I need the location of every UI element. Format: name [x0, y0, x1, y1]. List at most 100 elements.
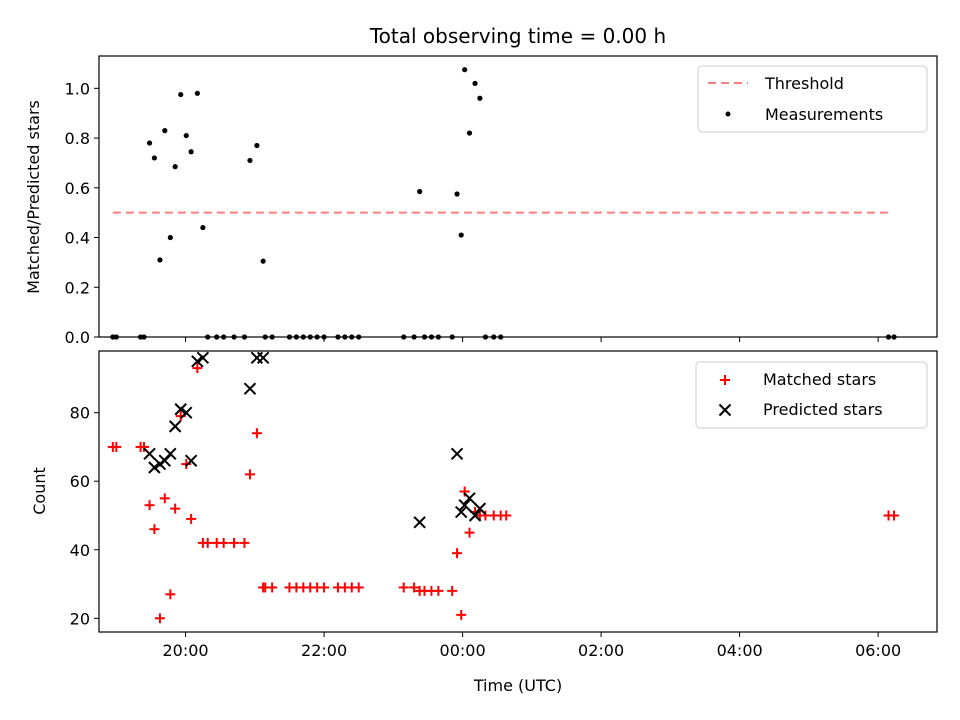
bottom-y-tick-label: 20: [70, 609, 90, 628]
legend-measurements-label: Measurements: [765, 105, 883, 124]
predicted-star-point: [468, 509, 482, 522]
matched-star-point: [181, 459, 192, 470]
predicted-star-point: [184, 454, 198, 467]
measurement-point: [172, 164, 178, 170]
bottom-x-tick-label: 00:00: [440, 641, 486, 660]
bottom-y-tick-label: 60: [70, 472, 90, 491]
matched-star-point: [267, 582, 278, 593]
predicted-star-point: [413, 516, 426, 529]
legend-predicted-label: Predicted stars: [763, 400, 883, 419]
bottom-axes-frame: [98, 350, 938, 633]
bottom-x-tick-label: 22:00: [301, 641, 347, 660]
top-y-tick-label: 0.0: [65, 328, 90, 347]
measurement-point: [462, 67, 468, 73]
measurement-point: [472, 80, 478, 86]
matched-star-point: [149, 524, 160, 535]
measurement-point: [458, 232, 464, 238]
predicted-star-point: [256, 351, 270, 365]
predicted-star-point: [164, 447, 177, 461]
predicted-star-point: [180, 406, 193, 419]
legend-matched-label: Matched stars: [763, 370, 876, 389]
predicted-star-point: [463, 492, 476, 505]
measurement-point: [260, 258, 266, 264]
predicted-star-point: [450, 447, 464, 461]
matched-star-point: [447, 585, 458, 596]
measurement-point: [200, 224, 206, 231]
measurement-point: [167, 234, 173, 241]
predicted-star-point: [458, 499, 471, 512]
measurement-point: [157, 257, 163, 263]
predicted-star-point: [148, 461, 161, 474]
matched-star-point: [433, 585, 444, 596]
matched-star-point: [218, 537, 229, 548]
top-y-axis-label: Matched/Predicted stars: [24, 100, 43, 294]
measurement-point: [188, 149, 194, 155]
predicted-star-point: [168, 420, 182, 433]
matched-star-point: [452, 548, 463, 559]
bottom-x-tick-label: 20:00: [163, 641, 209, 660]
predicted-star-point: [455, 505, 468, 519]
legend-predicted-marker: [718, 403, 732, 417]
top-ticks: 0.0 0.2 0.4 0.6 0.8 1.0: [65, 79, 879, 347]
predicted-star-point: [143, 447, 156, 461]
matched-star-point: [154, 613, 165, 624]
legend-threshold-label: Threshold: [764, 74, 844, 93]
matched-star-point: [192, 363, 203, 374]
predicted-star-point: [191, 355, 204, 368]
legend-predicted-swatch: [718, 403, 732, 417]
measurement-point: [254, 142, 260, 149]
bottom-ticks: 20 40 60 80 20:00 22:00 00:00 02:00 04:00 06:00: [70, 404, 902, 660]
measurement-point: [194, 90, 200, 96]
bottom-y-axis-label: Count: [30, 467, 49, 515]
top-legend-box: [697, 65, 928, 133]
bottom-x-tick-label: 02:00: [578, 641, 624, 660]
matched-star-point: [398, 582, 409, 593]
matched-star-point: [239, 537, 250, 548]
predicted-star-point: [174, 403, 187, 416]
top-y-tick-label: 0.6: [65, 179, 90, 198]
measurement-point: [146, 140, 153, 146]
top-y-tick-label: 0.8: [65, 129, 90, 148]
matched-star-point: [353, 582, 364, 593]
matched-star-point: [144, 500, 155, 511]
top-y-tick-label: 1.0: [65, 79, 90, 98]
predicted-star-point: [196, 351, 210, 365]
matched-star-point: [111, 441, 122, 452]
predicted-star-point: [243, 382, 257, 395]
measurement-point: [183, 132, 189, 139]
measurement-point: [151, 155, 158, 161]
matched-star-point: [409, 582, 420, 593]
bottom-y-tick-label: 40: [70, 541, 90, 560]
predicted-star-point: [473, 502, 487, 515]
legend-matched-swatch: [720, 375, 730, 385]
matched-star-point: [456, 609, 467, 620]
matched-star-point: [501, 510, 512, 521]
matched-star-point: [170, 503, 181, 514]
matched-star-point: [159, 493, 170, 504]
measurement-point: [162, 128, 168, 134]
x-axis-label: Time (UTC): [473, 676, 562, 695]
top-legend: Threshold Measurements: [697, 65, 928, 133]
matched-star-point: [229, 537, 240, 548]
measurement-point: [454, 191, 460, 197]
matched-star-point: [244, 469, 255, 480]
measurement-point: [477, 95, 483, 101]
bottom-x-tick-label: 04:00: [717, 641, 763, 660]
bottom-legend: Matched stars Predicted stars: [695, 361, 928, 429]
legend-measurements-swatch: [725, 111, 731, 117]
matched-star-point: [202, 537, 213, 548]
measurement-point: [247, 157, 253, 164]
matched-star-point: [165, 589, 176, 600]
matched-star-point: [464, 527, 475, 538]
matched-star-point: [139, 441, 150, 452]
measurement-point: [178, 91, 184, 98]
bottom-x-tick-label: 06:00: [855, 641, 901, 660]
matched-star-point: [186, 513, 197, 524]
legend-matched-marker: [720, 375, 730, 385]
bottom-panel: 20 40 60 80 20:00 22:00 00:00 02:00 04:00 06:00 C…: [30, 350, 938, 695]
top-panel: 0.0 0.2 0.4 0.6 0.8 1.0 Matched/Predicted sta…: [24, 55, 938, 347]
matched-star-point: [319, 582, 330, 593]
measurement-point: [466, 130, 473, 136]
top-y-tick-label: 0.2: [65, 278, 90, 297]
